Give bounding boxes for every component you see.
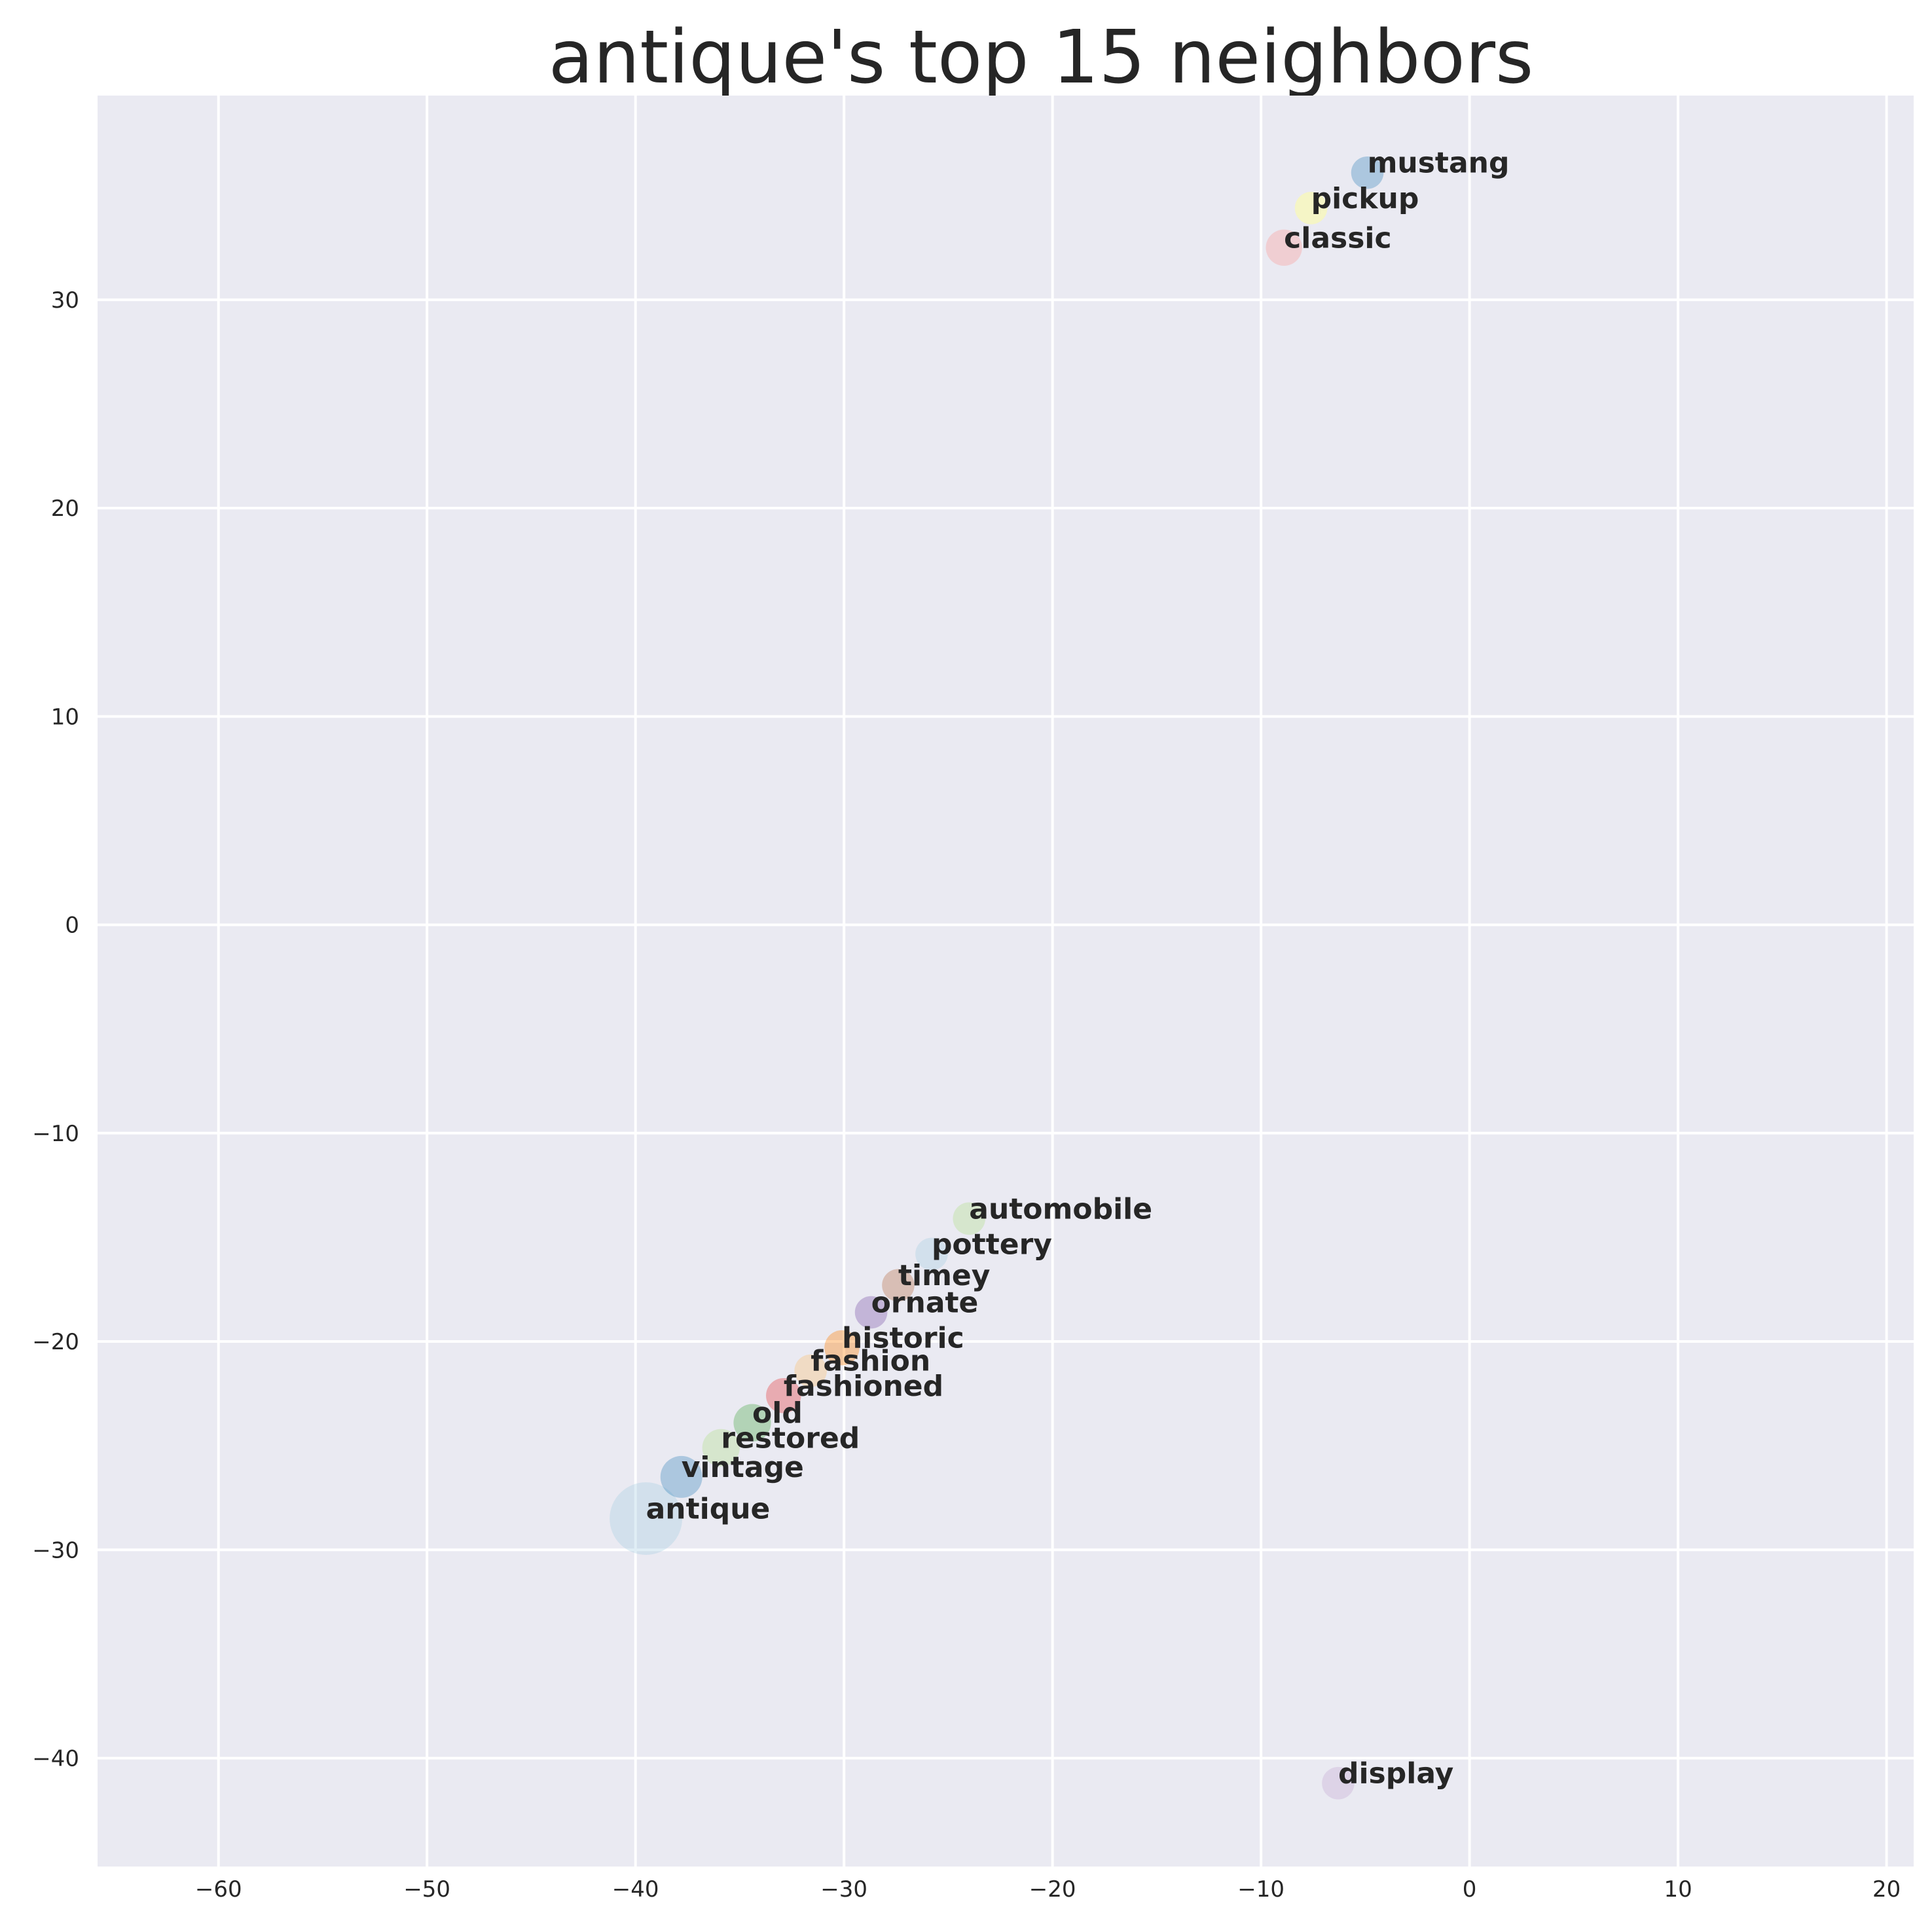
point-label-historic: historic bbox=[842, 1322, 964, 1355]
x-tick-label: −50 bbox=[403, 1876, 450, 1903]
data-points bbox=[610, 156, 1384, 1800]
x-tick-label: 0 bbox=[1463, 1876, 1477, 1903]
point-label-display: display bbox=[1338, 1757, 1453, 1791]
x-tick-label: −20 bbox=[1029, 1876, 1076, 1903]
x-tick-label: −60 bbox=[195, 1876, 242, 1903]
data-point-old bbox=[733, 1404, 771, 1442]
y-tick-label: −30 bbox=[32, 1537, 79, 1563]
y-tick-label: −10 bbox=[32, 1121, 79, 1147]
point-label-vintage: vintage bbox=[682, 1451, 804, 1484]
data-point-automobile bbox=[953, 1202, 986, 1235]
point-label-antique: antique bbox=[646, 1493, 771, 1526]
y-tick-label: 0 bbox=[65, 913, 79, 939]
point-label-classic: classic bbox=[1284, 221, 1391, 255]
data-point-vintage bbox=[660, 1455, 702, 1498]
data-point-antique bbox=[610, 1482, 683, 1555]
data-point-ornate bbox=[854, 1296, 888, 1329]
point-label-timey: timey bbox=[898, 1259, 991, 1292]
data-point-historic bbox=[824, 1330, 860, 1366]
grid-lines bbox=[98, 96, 1914, 1867]
plot-area bbox=[98, 96, 1914, 1867]
y-tick-label: 20 bbox=[51, 496, 79, 522]
data-point-mustang bbox=[1351, 156, 1384, 189]
data-point-fashioned bbox=[766, 1378, 801, 1413]
point-label-ornate: ornate bbox=[871, 1286, 979, 1319]
axis-tick-labels: −60 −50 −40 −30 −20 −10 0 10 20 −40 −30 −20 −10 0 10 20… bbox=[32, 287, 1901, 1903]
point-label-automobile: automobile bbox=[969, 1192, 1152, 1226]
point-label-restored: restored bbox=[721, 1421, 860, 1455]
x-tick-label: 10 bbox=[1664, 1876, 1692, 1903]
point-label-mustang: mustang bbox=[1368, 147, 1510, 180]
chart-title: antique's top 15 neighbors bbox=[549, 15, 1534, 100]
data-point-classic bbox=[1266, 229, 1302, 266]
point-labels: antique vintagerestoredoldfashionedfashio… bbox=[646, 147, 1510, 1791]
x-tick-label: −40 bbox=[612, 1876, 659, 1903]
data-point-timey bbox=[882, 1269, 915, 1302]
point-label-fashioned: fashioned bbox=[784, 1370, 943, 1403]
data-point-pickup bbox=[1294, 192, 1328, 225]
data-point-pottery bbox=[915, 1237, 948, 1271]
x-tick-label: −10 bbox=[1237, 1876, 1285, 1903]
data-point-display bbox=[1322, 1766, 1355, 1800]
y-tick-label: −40 bbox=[32, 1746, 79, 1772]
point-label-fashion: fashion bbox=[811, 1345, 930, 1378]
y-tick-label: 30 bbox=[51, 287, 79, 314]
point-label-pottery: pottery bbox=[932, 1228, 1052, 1261]
x-tick-label: 20 bbox=[1872, 1876, 1901, 1903]
point-label-old: old bbox=[752, 1396, 803, 1430]
data-point-restored bbox=[702, 1429, 740, 1467]
x-tick-label: −30 bbox=[820, 1876, 867, 1903]
data-point-fashion bbox=[794, 1354, 828, 1387]
y-tick-label: −20 bbox=[32, 1329, 79, 1355]
point-label-pickup: pickup bbox=[1311, 182, 1419, 215]
y-tick-label: 10 bbox=[51, 704, 79, 730]
